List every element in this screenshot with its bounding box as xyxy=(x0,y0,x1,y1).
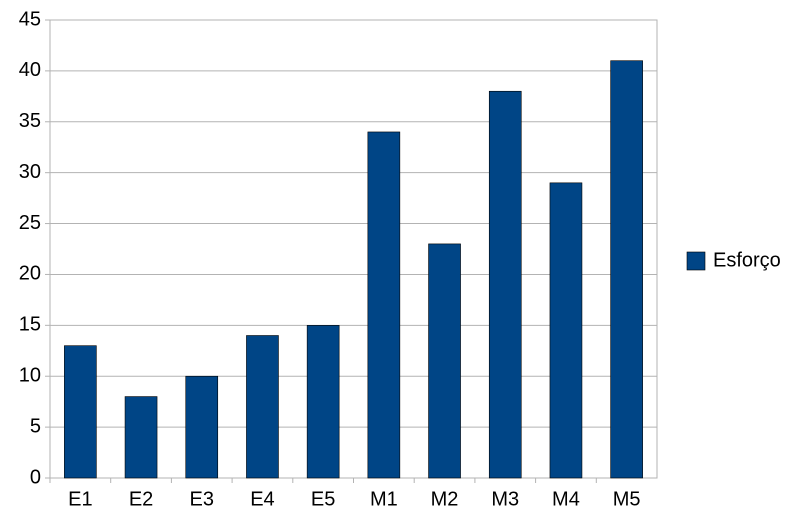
x-tick-label: M4 xyxy=(552,488,580,510)
y-tick-label: 10 xyxy=(19,365,41,387)
y-tick-label: 20 xyxy=(19,263,41,285)
bar xyxy=(185,375,219,479)
bar xyxy=(246,335,279,479)
x-tick-label: E3 xyxy=(190,488,214,510)
y-tick-label: 35 xyxy=(19,110,41,132)
y-tick-label: 5 xyxy=(30,415,41,437)
y-tick-label: 0 xyxy=(30,466,41,488)
x-tick-label: M5 xyxy=(613,488,641,510)
x-tick-label: E5 xyxy=(311,488,335,510)
x-tick-label: M1 xyxy=(370,488,398,510)
bar xyxy=(306,325,340,479)
bar xyxy=(64,345,97,479)
bar xyxy=(549,182,583,479)
y-tick-label: 25 xyxy=(19,212,41,234)
bar xyxy=(610,60,643,479)
x-tick-label: E4 xyxy=(250,488,274,510)
x-tick-label: M2 xyxy=(431,488,459,510)
x-tick-label: M3 xyxy=(491,488,519,510)
x-tick-label: E1 xyxy=(68,488,92,510)
bar xyxy=(124,396,158,479)
y-tick-label: 45 xyxy=(19,8,41,30)
bar xyxy=(428,243,461,479)
legend-label: Esforço xyxy=(713,249,781,271)
y-tick-label: 15 xyxy=(19,314,41,336)
bar xyxy=(488,90,522,479)
y-tick-label: 40 xyxy=(19,59,41,81)
bar xyxy=(367,131,401,479)
y-tick-label: 30 xyxy=(19,161,41,183)
legend-swatch xyxy=(686,251,706,271)
x-tick-label: E2 xyxy=(129,488,153,510)
